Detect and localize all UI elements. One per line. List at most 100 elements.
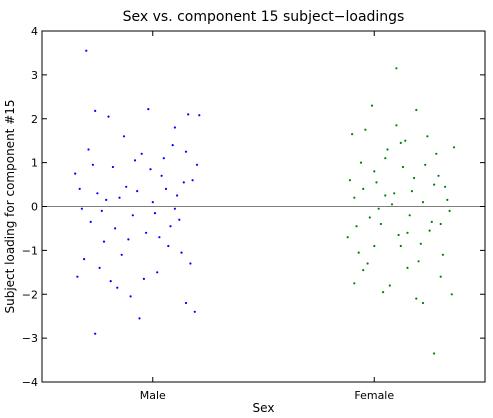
data-point-male <box>156 271 159 274</box>
data-point-male <box>147 108 150 111</box>
y-tick-label: 3 <box>31 69 38 82</box>
data-point-male <box>193 310 196 313</box>
data-point-female <box>406 231 409 234</box>
data-point-female <box>390 203 394 206</box>
y-tick-label: 1 <box>31 157 38 170</box>
data-point-male <box>96 192 99 195</box>
data-point-male <box>187 113 190 116</box>
x-axis-label: Sex <box>253 401 275 415</box>
data-point-male <box>176 194 179 197</box>
data-point-female <box>346 236 349 239</box>
data-point-female <box>424 163 427 166</box>
data-point-female <box>395 124 398 127</box>
data-point-female <box>452 146 456 149</box>
data-point-male <box>149 168 152 171</box>
data-point-female <box>448 209 451 212</box>
data-point-male <box>100 209 103 212</box>
data-point-male <box>167 244 170 248</box>
data-point-male <box>171 144 174 147</box>
data-point-male <box>74 172 77 175</box>
data-point-male <box>109 280 112 283</box>
y-tick-label: −3 <box>22 332 38 345</box>
data-point-male <box>198 114 201 117</box>
data-point-female <box>399 244 402 248</box>
y-tick-label: 2 <box>31 113 38 126</box>
data-point-female <box>439 222 442 226</box>
data-point-male <box>89 220 92 223</box>
data-point-female <box>421 201 425 204</box>
data-point-male <box>173 126 176 129</box>
data-point-female <box>406 266 409 269</box>
data-point-female <box>417 260 420 263</box>
data-point-female <box>348 179 351 182</box>
data-point-female <box>419 242 422 245</box>
data-point-female <box>355 225 358 228</box>
data-point-female <box>433 352 436 355</box>
data-point-male <box>76 275 79 278</box>
data-point-female <box>362 187 365 190</box>
data-point-female <box>413 176 416 180</box>
data-point-female <box>415 108 418 112</box>
data-point-female <box>428 229 431 232</box>
data-point-female <box>437 174 440 177</box>
data-point-male <box>145 231 148 234</box>
data-point-male <box>94 332 97 335</box>
data-point-female <box>401 165 405 169</box>
data-point-male <box>127 238 130 241</box>
data-point-female <box>364 128 367 131</box>
data-point-female <box>395 67 398 70</box>
data-point-male <box>195 163 199 166</box>
data-point-female <box>359 161 363 164</box>
data-point-male <box>111 165 114 169</box>
data-point-female <box>373 244 376 248</box>
data-point-female <box>421 301 425 305</box>
x-tick-label: Male <box>140 389 166 402</box>
y-tick-label: −4 <box>22 376 38 389</box>
data-point-male <box>180 251 183 254</box>
data-point-male <box>107 115 110 118</box>
data-point-female <box>433 183 436 186</box>
data-point-female <box>370 104 374 107</box>
data-point-male <box>162 157 165 160</box>
data-point-male <box>178 218 181 221</box>
data-point-female <box>373 170 376 173</box>
data-points <box>74 49 456 355</box>
data-point-female <box>384 194 387 197</box>
data-point-male <box>138 317 141 320</box>
data-point-male <box>105 198 108 201</box>
data-point-female <box>357 251 360 254</box>
data-point-male <box>122 135 126 138</box>
data-point-male <box>184 301 188 305</box>
data-point-female <box>393 192 396 195</box>
data-point-male <box>85 49 88 52</box>
data-point-female <box>379 222 382 226</box>
data-point-male <box>78 187 81 190</box>
data-point-female <box>415 297 418 300</box>
y-axis-ticks: −4 −3 −2 −1 0 1 2 3 4 <box>22 25 485 389</box>
y-axis-label: Subject loading for component #15 <box>3 99 17 313</box>
y-tick-label: 0 <box>31 201 38 214</box>
data-point-male <box>133 159 137 162</box>
data-point-male <box>131 214 134 217</box>
data-point-male <box>191 179 194 182</box>
data-point-male <box>182 181 185 184</box>
data-point-female <box>368 216 371 219</box>
data-point-female <box>386 148 389 151</box>
data-point-female <box>366 262 369 265</box>
data-point-male <box>140 152 143 155</box>
data-point-female <box>388 284 391 287</box>
data-point-male <box>189 262 192 265</box>
data-point-female <box>426 135 429 138</box>
y-tick-label: −1 <box>22 244 38 257</box>
data-point-male <box>151 201 154 204</box>
data-point-female <box>430 220 433 223</box>
data-point-female <box>399 141 402 144</box>
data-point-female <box>362 269 365 272</box>
data-point-female <box>353 196 356 199</box>
data-point-male <box>102 240 106 243</box>
data-point-male <box>118 196 121 199</box>
x-axis-ticks: Male Female <box>140 31 394 402</box>
data-point-female <box>397 233 400 237</box>
data-point-female <box>441 253 444 256</box>
